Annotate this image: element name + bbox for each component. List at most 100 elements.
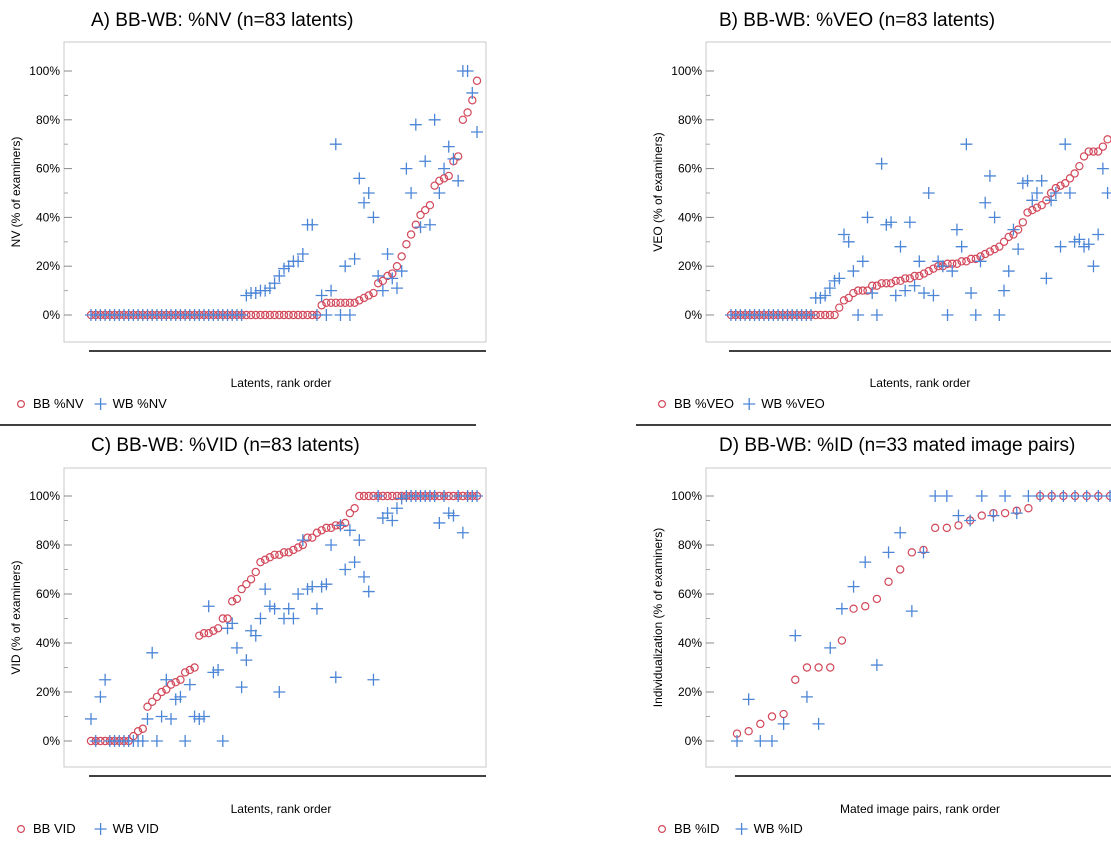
panel-a-legend-wb-symbol [94, 398, 107, 410]
panel-c-bb-point [279, 548, 289, 557]
panel-a-bb-point [260, 310, 270, 320]
panel-c-plot-frame [63, 467, 487, 768]
panel-b-wb-point [1016, 177, 1029, 190]
panel-c-ytick-label: 20% [36, 685, 60, 699]
panel-c-ytick-label: 100% [29, 489, 60, 503]
panel-b-bb-point [1093, 147, 1103, 156]
panel-a-legend-label: WB %NV [113, 396, 168, 411]
panel-d-bb-point [849, 604, 858, 613]
panel-a-wb-point [438, 162, 451, 175]
panel-a-wb-point [461, 65, 474, 77]
panel-c-wb-point [438, 490, 451, 502]
panel-d-wb-point [1022, 490, 1035, 502]
panel-d-x-axis-label: Mated image pairs, rank order [840, 802, 1000, 816]
panel-b-wb-point [852, 309, 865, 321]
panel-b-bb-point [1075, 161, 1084, 171]
panel-a-bb-point [425, 200, 435, 210]
panel-b-wb-point [1078, 240, 1091, 253]
panel-c-title: C) BB-WB: %VID (n=83 latents) [91, 435, 360, 456]
panel-a-plot-frame [63, 41, 487, 343]
panel-a-wb-point [405, 187, 418, 199]
panel-b-wb-point [1040, 272, 1053, 285]
panel-c-bb-point [152, 692, 162, 702]
panel-a-ytick-label: 40% [36, 210, 60, 224]
panel-a-ytick-label: 60% [36, 162, 60, 176]
panel-c-wb-point [240, 654, 253, 667]
panel-c-bb-point [190, 663, 199, 672]
panel-d-ytick-label: 100% [671, 489, 702, 503]
panel-c-wb-point [254, 612, 267, 625]
panel-c-bb-point [326, 523, 336, 533]
panel-b-bb-point [999, 237, 1009, 246]
panel-a-wb-point [348, 252, 361, 265]
panel-c-bb-point [303, 533, 312, 542]
panel-b-bb-point [952, 259, 962, 268]
panel-b-wb-point [988, 211, 1001, 224]
panel-a-wb-point [339, 260, 352, 273]
panel-d-wb-point [894, 526, 907, 539]
panel-c-bb-point [133, 727, 143, 736]
panel-a-wb-point [353, 172, 366, 185]
panel-c-legend-wb-symbol [94, 823, 107, 835]
panel-c-wb-point [315, 580, 328, 593]
panel-b-bb-point [924, 266, 933, 276]
panel-b-wb-point [833, 272, 846, 285]
panel-d-ytick-label: 60% [678, 587, 702, 601]
panel-a-bb-point [322, 298, 331, 307]
panel-c-wb-point [343, 524, 356, 537]
panel-a-wb-point [329, 138, 342, 151]
panel-b-bb-point [1061, 179, 1070, 188]
panel-a-bb-point [439, 174, 449, 183]
panel-c-wb-point [226, 617, 239, 630]
panel-a-bb-point [270, 310, 279, 320]
panel-c-wb-point [202, 600, 215, 613]
panel-a-bb-point [463, 108, 472, 117]
panel-b-bb-point [1084, 147, 1093, 156]
panel-c-bb-point [218, 614, 228, 623]
panel-c-bb-point [138, 724, 147, 733]
panel-b-title: B) BB-WB: %VEO (n=83 latents) [719, 10, 995, 31]
panel-c-wb-point [155, 710, 168, 723]
panel-c-wb-point [292, 588, 305, 600]
panel-a-x-axis-label: Latents, rank order [231, 376, 332, 390]
panel-c-bb-point [147, 697, 157, 707]
panel-d-ytick-label: 80% [678, 538, 702, 552]
panel-c-wb-point [433, 516, 446, 529]
panel-a-wb-point [292, 255, 305, 268]
panel-b-bb-point [1037, 200, 1046, 210]
panel-c-wb-point [353, 534, 366, 547]
panel-c-bb-point [260, 555, 270, 564]
panel-d-wb-point [870, 659, 883, 672]
panel-d-bb-point [744, 727, 753, 736]
panel-d-wb-point [777, 717, 790, 730]
panel-d-wb-point [789, 629, 802, 642]
panel-c-wb-point [348, 556, 361, 569]
panel-b-bb-point [1004, 232, 1013, 242]
panel-c-bb-point [256, 557, 265, 567]
panel-b-ytick-label: 0% [685, 308, 703, 322]
panel-a-wb-point [268, 277, 281, 290]
panel-c-wb-point [99, 673, 112, 686]
panel-c-legend-bb-symbol [17, 824, 26, 833]
panel-c-wb-point [141, 712, 154, 725]
panel-d-bb-point [942, 523, 952, 533]
panel-c-bb-point [355, 491, 364, 501]
panel-d-bb-point [930, 523, 940, 533]
panel-b-wb-point [866, 287, 879, 300]
panel-c-wb-point [245, 624, 258, 637]
panel-c-wb-point [85, 712, 97, 725]
panel-b-bb-point [858, 286, 868, 295]
panel-d-legend-bb-symbol [657, 824, 666, 833]
panel-c-bb-point [162, 685, 171, 694]
panel-b-wb-point [1073, 233, 1086, 246]
panel-c-bb-point [176, 675, 185, 684]
panel-d-wb-point [800, 690, 813, 703]
panel-c-wb-point [334, 519, 347, 532]
panel-b-bb-point [919, 269, 929, 278]
panel-c-wb-point [386, 514, 399, 527]
panel-b-wb-point [913, 255, 926, 268]
panel-b-wb-point [969, 309, 982, 321]
panel-c-bb-point [157, 687, 166, 697]
panel-b-wb-point [1092, 228, 1105, 241]
panel-b-y-axis-label: VEO (% of examiners) [651, 132, 665, 251]
